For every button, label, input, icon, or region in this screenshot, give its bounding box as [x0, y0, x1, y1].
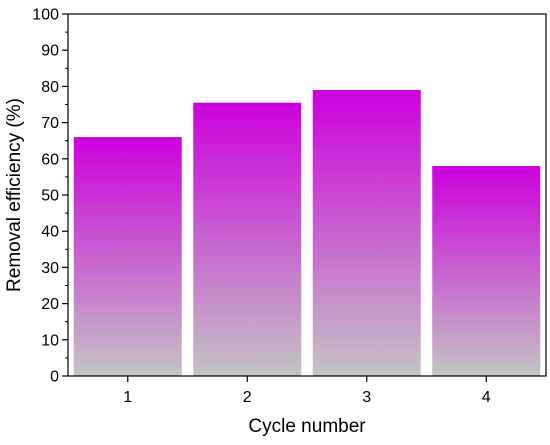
y-tick-label: 50 — [41, 188, 59, 205]
y-axis-title: Removal efficiency (%) — [4, 98, 25, 292]
plot-frame — [67, 13, 547, 377]
bar-cycle-4 — [432, 166, 541, 376]
y-tick-label: 80 — [41, 79, 59, 96]
y-tick-label: 90 — [41, 43, 59, 60]
bar-cycle-2 — [193, 102, 302, 376]
x-tick-label: 4 — [482, 389, 491, 406]
y-tick-label: 100 — [32, 7, 59, 24]
x-tick-label: 2 — [243, 389, 252, 406]
y-tick-label: 40 — [41, 224, 59, 241]
y-tick-label: 10 — [41, 332, 59, 349]
y-tick-label: 20 — [41, 296, 59, 313]
x-tick-label: 1 — [123, 389, 132, 406]
y-tick-label: 30 — [41, 260, 59, 277]
x-axis-title: Cycle number — [248, 416, 366, 437]
bar-cycle-1 — [73, 137, 182, 376]
y-tick-label: 0 — [50, 369, 59, 386]
y-tick-label: 70 — [41, 115, 59, 132]
bars-group — [73, 90, 541, 377]
y-axis-ticks: 0 10 20 30 40 50 60 70 80 90 100 — [32, 7, 68, 386]
x-axis-ticks: 1 2 3 4 — [123, 376, 491, 406]
x-tick-label: 3 — [362, 389, 371, 406]
y-tick-label: 60 — [41, 151, 59, 168]
bar-cycle-3 — [312, 90, 421, 377]
